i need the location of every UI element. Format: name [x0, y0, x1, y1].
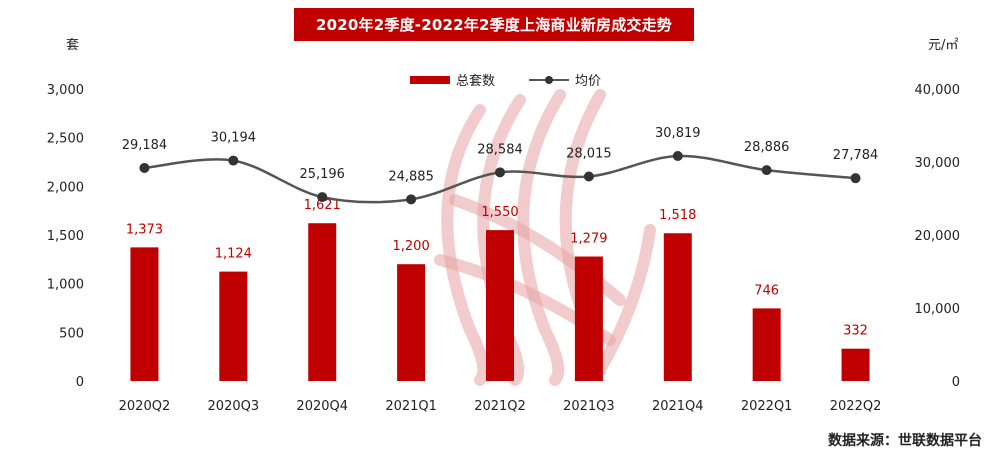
price-label: 27,784: [833, 148, 879, 163]
left-tick-label: 0: [76, 375, 84, 390]
x-tick-label: 2021Q3: [563, 399, 615, 414]
x-tick-label: 2022Q2: [830, 399, 882, 414]
bar-label: 1,200: [393, 239, 430, 254]
watermark-stroke: [441, 104, 490, 386]
right-axis: 0 10,000 20,000 30,000 40,000: [915, 83, 961, 390]
price-marker: [406, 194, 417, 205]
bar-label: 1,124: [215, 247, 252, 262]
price-marker: [672, 151, 683, 162]
bar: [130, 247, 159, 381]
right-tick-label: 0: [952, 375, 960, 390]
left-axis-unit: 套: [66, 38, 80, 53]
chart-title: 2020年2季度-2022年2季度上海商业新房成交走势: [294, 8, 694, 41]
right-tick-label: 10,000: [915, 302, 961, 317]
x-tick-label: 2022Q1: [741, 399, 793, 414]
bar-series: [130, 223, 870, 381]
legend-line-swatch: [529, 75, 570, 85]
legend-bar-label: 总套数: [456, 74, 496, 89]
right-axis-unit: 元/㎡: [928, 38, 959, 53]
bar: [219, 271, 248, 381]
right-tick-label: 30,000: [915, 156, 961, 171]
bar-label: 1,373: [126, 222, 163, 237]
legend: 总套数 均价: [410, 70, 635, 89]
bar: [397, 264, 426, 381]
line-labels: 29,184 30,194 25,196 24,885 28,584 28,015 30,8…: [122, 126, 879, 184]
legend-item-line: 均价: [529, 70, 601, 89]
x-tick-label: 2020Q3: [208, 399, 260, 414]
price-marker: [317, 192, 328, 203]
legend-line-label: 均价: [575, 74, 602, 89]
bar-label: 332: [843, 324, 868, 339]
left-tick-label: 2,000: [47, 180, 84, 195]
price-marker: [583, 171, 594, 182]
data-source: 数据来源：世联数据平台: [828, 433, 982, 449]
left-tick-label: 1,000: [47, 278, 84, 293]
price-marker: [850, 173, 861, 184]
x-tick-label: 2021Q1: [385, 399, 437, 414]
watermark-logo: [434, 89, 656, 386]
x-tick-label: 2020Q2: [119, 399, 171, 414]
left-tick-label: 2,500: [47, 132, 84, 147]
bar: [308, 223, 337, 381]
x-tick-label: 2021Q2: [474, 399, 526, 414]
price-label: 30,819: [655, 126, 701, 141]
price-label: 28,886: [744, 140, 790, 155]
legend-bar-swatch: [410, 75, 450, 84]
price-label: 29,184: [122, 138, 168, 153]
bar: [486, 230, 514, 381]
price-marker: [495, 167, 505, 178]
bar-label: 746: [754, 283, 779, 298]
legend-item-bar: 总套数: [410, 70, 495, 89]
x-tick-label: 2021Q4: [652, 399, 704, 414]
left-axis: 0 500 1,000 1,500 2,000 2,500 3,000: [47, 83, 84, 390]
price-line: [144, 154, 856, 204]
left-tick-label: 1,500: [47, 229, 84, 244]
price-marker: [139, 162, 150, 173]
bar: [663, 233, 692, 381]
x-axis: 2020Q2 2020Q3 2020Q4 2021Q1 2021Q2 2021Q3 2021…: [119, 399, 882, 414]
right-tick-label: 40,000: [915, 83, 961, 98]
bar: [574, 256, 603, 381]
watermark-stroke: [594, 224, 656, 376]
bar-label: 1,550: [481, 205, 518, 220]
bar: [752, 308, 781, 381]
price-label: 28,015: [566, 146, 612, 161]
right-tick-label: 20,000: [915, 229, 961, 244]
price-label: 30,194: [211, 131, 257, 146]
line-series: [139, 151, 861, 205]
price-label: 24,885: [388, 169, 434, 184]
price-label: 25,196: [299, 167, 345, 182]
price-marker: [228, 155, 239, 166]
x-tick-label: 2020Q4: [296, 399, 348, 414]
price-marker: [761, 165, 772, 176]
bar-label: 1,518: [659, 208, 696, 223]
left-tick-label: 3,000: [47, 83, 84, 98]
price-label: 28,584: [477, 142, 523, 157]
bar-labels: 1,373 1,124 1,621 1,200 1,550 1,279 1,518 746 33…: [126, 198, 868, 338]
left-tick-label: 500: [59, 326, 84, 341]
watermark-stroke: [517, 89, 566, 386]
bar-label: 1,279: [570, 232, 607, 247]
bar: [841, 348, 870, 381]
bar-label: 1,621: [304, 198, 341, 213]
